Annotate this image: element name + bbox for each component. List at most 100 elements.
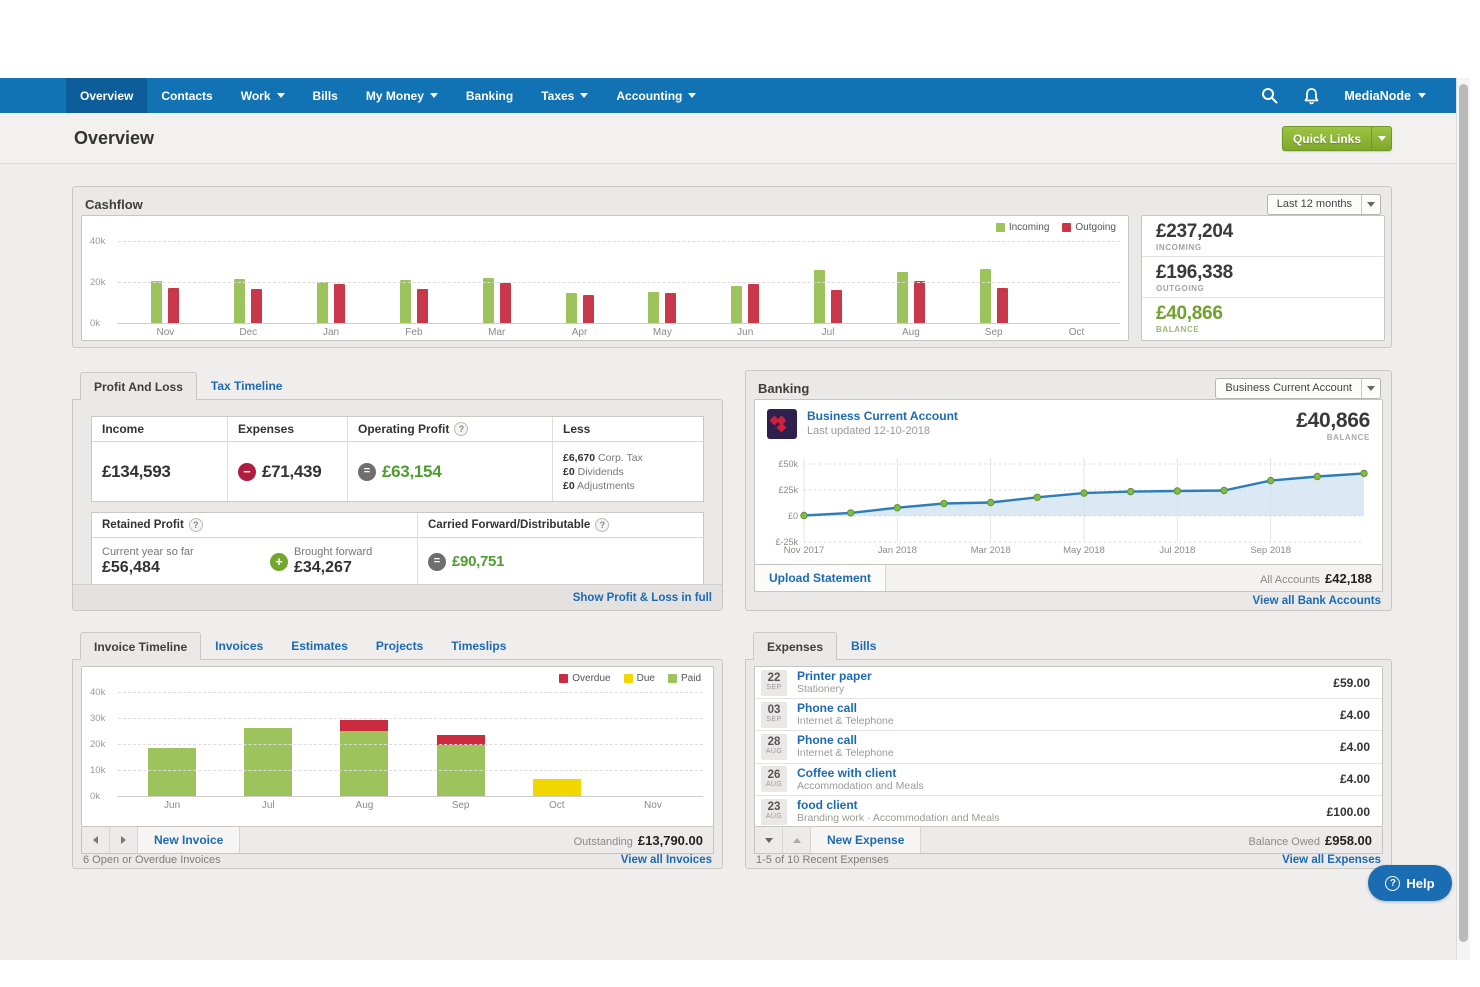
y-axis-tick: 0k [90,318,101,329]
expense-title-link[interactable]: Printer paper [797,669,872,684]
notifications-bell-icon[interactable] [1302,87,1320,105]
nav-item-work[interactable]: Work [227,78,299,113]
expenses-tabs: Expenses Bills [745,632,890,660]
invoices-tab-estimates[interactable]: Estimates [291,638,348,653]
expense-amount: £4.00 [1339,739,1370,754]
bar-incoming-dec [234,278,246,324]
x-axis-label: Jul [821,327,835,338]
x-axis-label: Jun [164,800,181,811]
expense-title-link[interactable]: Phone call [797,733,858,748]
nav-item-taxes[interactable]: Taxes [527,78,602,113]
cashflow-month-sep: Sep [952,236,1035,338]
cashflow-month-dec: Dec [207,236,290,338]
show-profit-loss-link[interactable]: Show Profit & Loss in full [572,591,712,604]
expense-title-link[interactable]: Phone call [797,701,858,716]
brought-forward-label: Brought forward [294,546,373,558]
collapse-button[interactable] [755,827,783,853]
expenses-tab-bills[interactable]: Bills [851,638,877,653]
quick-links-button[interactable]: Quick Links [1281,126,1392,151]
expand-button[interactable] [783,827,811,853]
selector-caret [1361,378,1380,398]
adjustments-label: Adjustments [577,479,635,492]
invoices-tab-invoice-timeline[interactable]: Invoice Timeline [80,632,202,660]
bank-account-link[interactable]: Business Current Account [807,409,958,423]
help-icon[interactable]: ? [454,422,469,436]
view-all-invoices-link[interactable]: View all Invoices [620,854,712,866]
expense-row[interactable]: 03 SEP Phone call Internet & Telephone £4.00 [755,699,1382,732]
prev-page-button[interactable] [82,827,110,853]
cashflow-header: Cashflow Last 12 months [73,187,1391,215]
bar-outgoing-feb [416,289,428,324]
x-axis-label: Feb [405,327,423,338]
invoices-tab-invoices[interactable]: Invoices [215,638,264,653]
nav-item-contacts[interactable]: Contacts [147,78,226,113]
help-icon[interactable]: ? [188,518,203,532]
nav-item-overview[interactable]: Overview [66,78,148,113]
bar-incoming-sep [979,268,991,324]
operating-profit-header-label: Operating Profit [358,422,450,436]
nav-item-my-money[interactable]: My Money [352,78,452,113]
brought-forward-cell: + Brought forward £34,267 [260,538,417,585]
bar-incoming-mar [482,277,494,324]
cashflow-range-selector[interactable]: Last 12 months [1266,193,1381,215]
svg-text:£0: £0 [788,511,798,521]
chevron-down-icon [429,93,438,98]
account-menu[interactable]: MediaNode [1344,89,1426,103]
bar-outgoing-aug [913,280,925,324]
invoices-tab-projects[interactable]: Projects [375,638,424,653]
profit-loss-tab-profit-and-loss[interactable]: Profit And Loss [80,372,197,400]
expense-title-link[interactable]: Coffee with client [797,765,897,780]
nav-item-banking[interactable]: Banking [452,78,527,113]
expense-day: 26 [767,768,781,781]
invoice-bars: Jun Jul Aug Sep Oct Nov [124,691,701,811]
invoices-tab-timeslips[interactable]: Timeslips [451,638,507,653]
expense-row[interactable]: 23 AUG food client Branding work · Accommod… [755,796,1382,826]
expense-date-badge: 22 SEP [761,669,787,696]
legend-label: Incoming [1008,222,1050,233]
invoice-stack-jun [148,747,197,797]
new-expense-button[interactable]: New Expense [811,827,922,853]
x-axis-label: Sep [984,327,1003,338]
outgoing-label: OUTGOING [1156,284,1205,293]
svg-text:Jul 2018: Jul 2018 [1159,545,1195,556]
y-axis-tick: 20k [90,739,106,750]
banking-account-selector[interactable]: Business Current Account [1215,377,1381,399]
bar-incoming-feb [399,279,411,324]
bar-outgoing-jul [831,290,843,324]
nav-item-accounting[interactable]: Accounting [602,78,710,113]
chevron-down-icon [1377,136,1386,141]
nav-item-bills[interactable]: Bills [299,78,352,113]
expense-row[interactable]: 22 SEP Printer paper Stationery £59.00 [755,667,1382,700]
y-axis-tick: 0k [90,791,101,802]
less-line-dividends: £0 Dividends [563,465,624,479]
operating-profit-header: Operating Profit ? [347,417,552,442]
view-all-expenses-link[interactable]: View all Expenses [1282,854,1381,866]
bank-balance: £40,866 BALANCE [1296,409,1370,442]
expense-row[interactable]: 28 AUG Phone call Internet & Telephone £4.00 [755,731,1382,764]
chevron-down-icon [580,93,589,98]
expense-row[interactable]: 26 AUG Coffee with client Accommodation and… [755,764,1382,796]
scrollbar[interactable] [1456,78,1470,960]
search-icon[interactable] [1260,87,1278,105]
bar-incoming-jun [731,286,743,324]
recent-expenses-count: 1-5 of 10 Recent Expenses [756,854,889,866]
new-invoice-button[interactable]: New Invoice [138,827,241,853]
profit-loss-tab-tax-timeline[interactable]: Tax Timeline [210,378,283,393]
expense-month: SEP [766,684,782,692]
dividends-label: Dividends [577,465,624,478]
next-page-button[interactable] [110,827,138,853]
expenses-tab-expenses[interactable]: Expenses [753,632,838,660]
cashflow-chart: Nov Dec Jan Feb Mar Apr May Jun Jul Aug Sep Oct 0k 2… [82,216,1128,340]
less-header: Less [552,417,705,442]
scrollbar-thumb[interactable] [1459,84,1468,942]
y-axis-tick: 30k [90,713,106,724]
help-button[interactable]: ? Help [1368,865,1452,901]
x-axis-label: Nov [156,327,175,338]
quick-links-caret[interactable] [1371,127,1391,150]
help-icon[interactable]: ? [595,518,610,532]
upload-statement-button[interactable]: Upload Statement [755,565,887,591]
profit-loss-table: Income Expenses Operating Profit ? Less … [91,416,705,502]
expense-day: 23 [767,801,781,814]
view-all-bank-accounts-link[interactable]: View all Bank Accounts [1252,594,1381,607]
expense-title-link[interactable]: food client [797,798,858,813]
